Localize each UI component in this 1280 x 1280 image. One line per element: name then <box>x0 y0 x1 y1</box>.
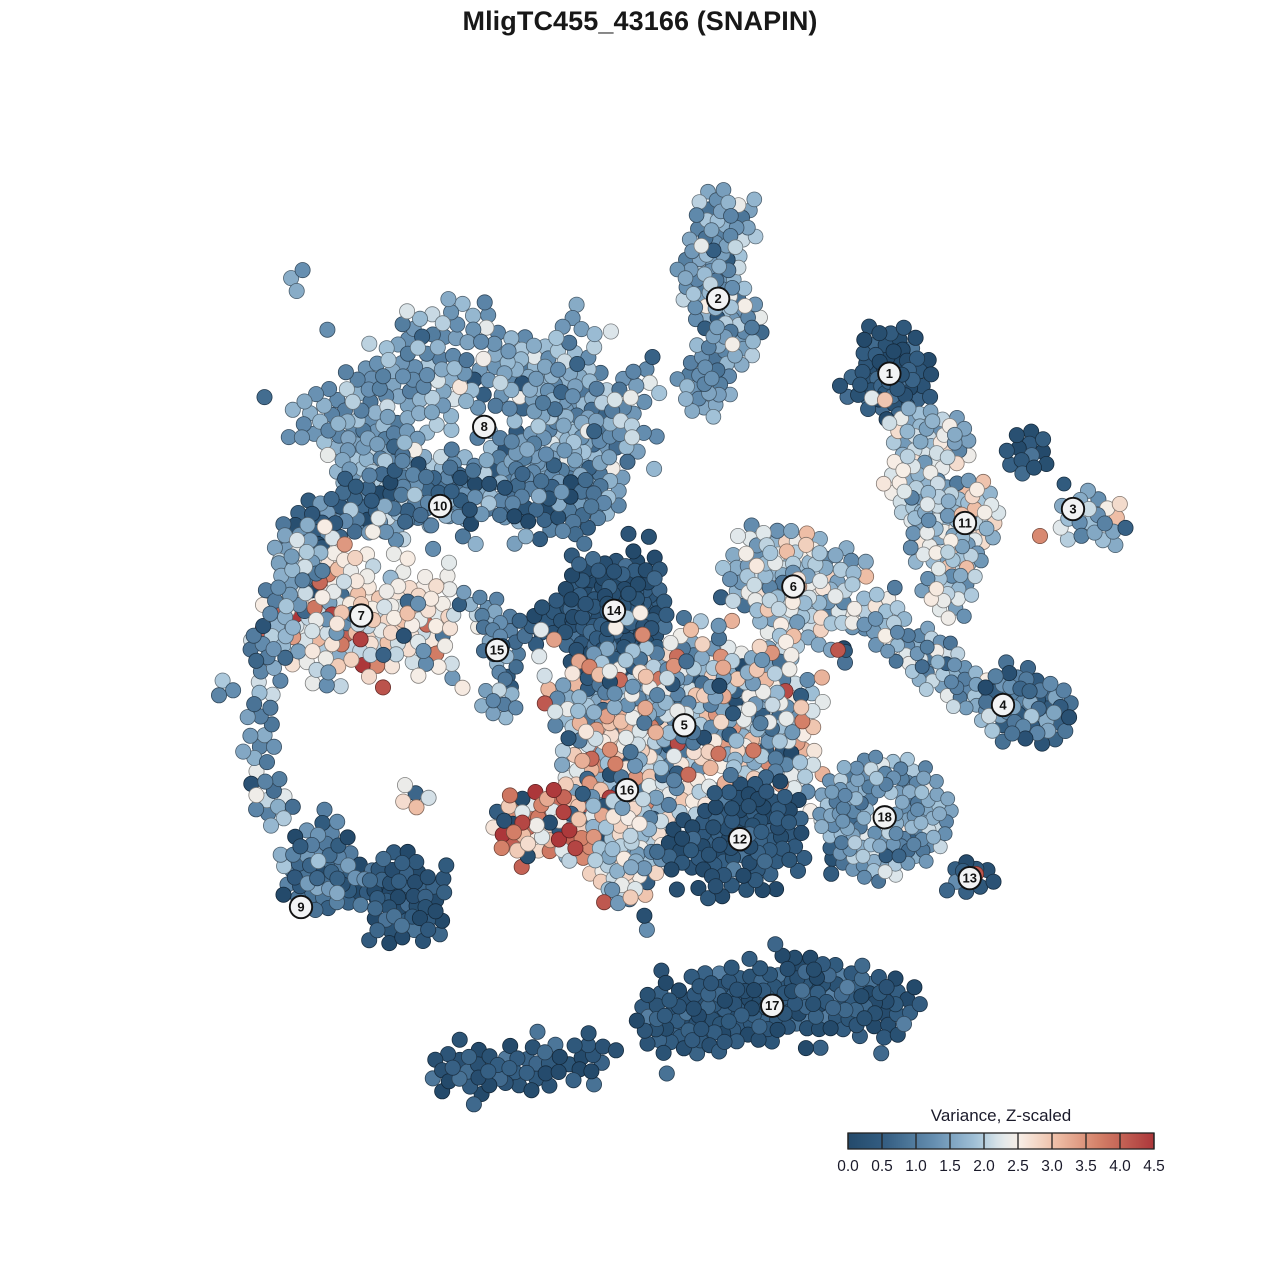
svg-text:12: 12 <box>733 831 747 846</box>
svg-text:3.0: 3.0 <box>1041 1158 1063 1175</box>
svg-text:10: 10 <box>433 498 447 513</box>
svg-text:2: 2 <box>715 291 722 306</box>
svg-text:2.5: 2.5 <box>1007 1158 1029 1175</box>
svg-text:7: 7 <box>358 608 365 623</box>
svg-text:0.0: 0.0 <box>837 1158 859 1175</box>
svg-text:2.0: 2.0 <box>973 1158 995 1175</box>
svg-text:1.0: 1.0 <box>905 1158 927 1175</box>
svg-text:15: 15 <box>490 642 504 657</box>
svg-text:17: 17 <box>765 998 779 1013</box>
svg-text:3.5: 3.5 <box>1075 1158 1097 1175</box>
svg-text:4: 4 <box>999 697 1007 712</box>
svg-text:8: 8 <box>481 419 488 434</box>
svg-text:5: 5 <box>681 718 688 733</box>
svg-text:14: 14 <box>607 603 622 618</box>
svg-text:1.5: 1.5 <box>939 1158 961 1175</box>
svg-text:11: 11 <box>958 515 972 530</box>
svg-text:4.5: 4.5 <box>1143 1158 1165 1175</box>
svg-text:16: 16 <box>620 782 634 797</box>
svg-text:13: 13 <box>963 870 977 885</box>
svg-text:4.0: 4.0 <box>1109 1158 1131 1175</box>
svg-text:3: 3 <box>1069 501 1076 516</box>
svg-text:0.5: 0.5 <box>871 1158 893 1175</box>
svg-text:1: 1 <box>886 366 893 381</box>
svg-text:6: 6 <box>790 579 797 594</box>
svg-text:9: 9 <box>297 899 304 914</box>
svg-text:Variance, Z-scaled: Variance, Z-scaled <box>931 1106 1071 1125</box>
svg-text:18: 18 <box>877 810 891 825</box>
